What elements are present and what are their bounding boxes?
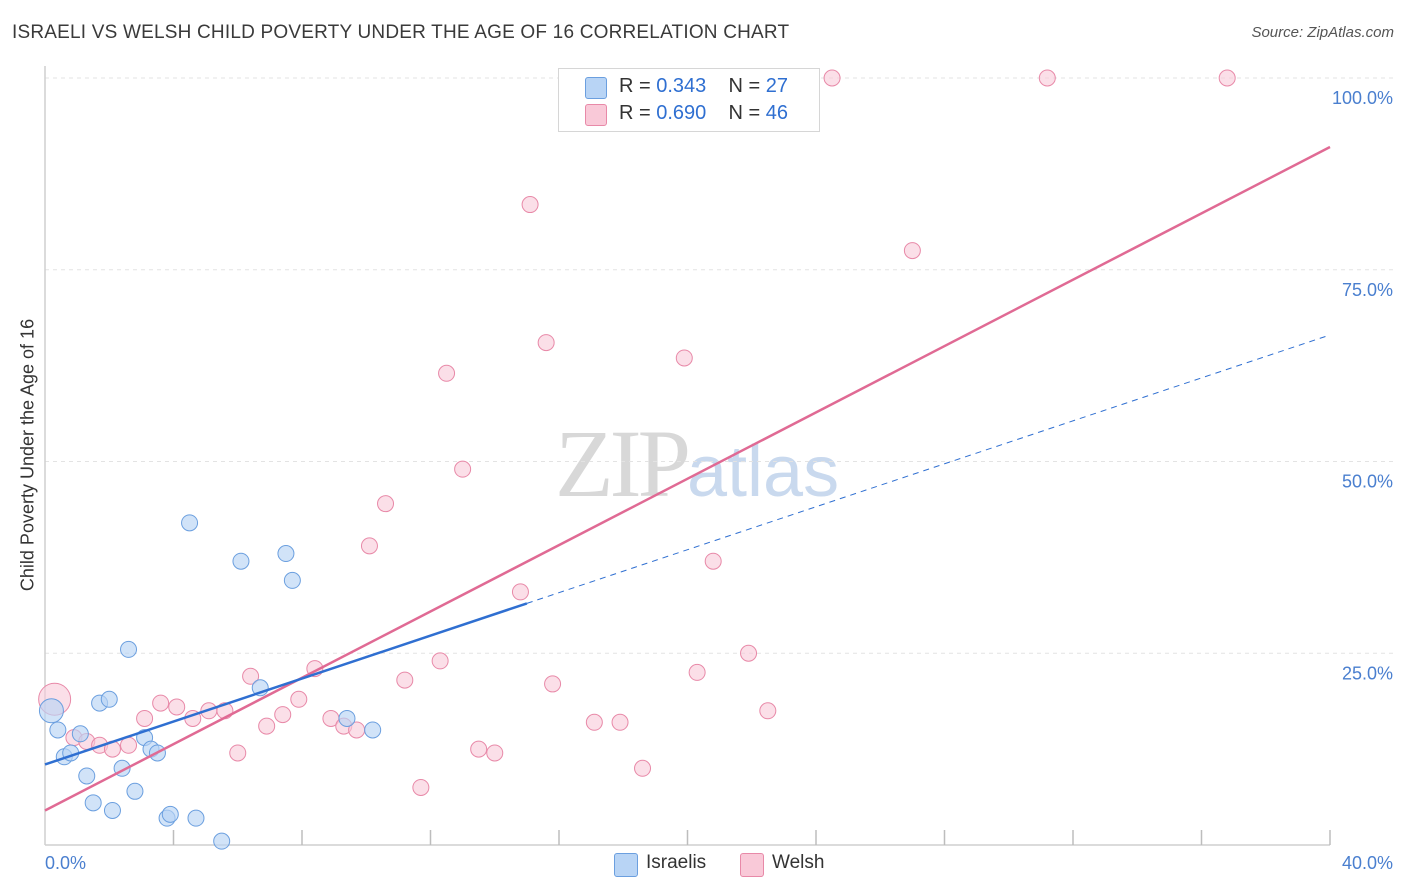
point-welsh-39 (704, 552, 722, 570)
trendline-israelis (44, 602, 528, 766)
point-welsh-24 (412, 778, 430, 796)
x-tick-label-1: 40.0% (1342, 853, 1393, 873)
welsh-n-label: N = (728, 102, 766, 124)
point-israelis-24 (283, 571, 301, 589)
point-israelis-0 (38, 698, 64, 724)
point-welsh-35 (611, 713, 629, 731)
point-israelis-20 (213, 832, 231, 850)
watermark-zip: ZIP (555, 410, 691, 517)
point-welsh-30 (511, 583, 529, 601)
point-welsh-15 (274, 706, 292, 724)
welsh-stats: R = 0.690 N = 46 (619, 102, 788, 125)
point-israelis-5 (78, 767, 96, 785)
israelis-stats: R = 0.343 N = 27 (619, 75, 788, 98)
y-tick-label-3: 100.0% (1332, 88, 1393, 108)
watermark-atlas: atlas (687, 432, 840, 512)
point-israelis-1 (49, 721, 67, 739)
y-axis-label: Child Poverty Under the Age of 16 (17, 318, 38, 592)
point-welsh-22 (377, 495, 395, 513)
watermark: ZIPatlas (555, 408, 839, 519)
point-welsh-12 (229, 744, 247, 762)
point-welsh-14 (258, 717, 276, 735)
point-welsh-34 (585, 713, 603, 731)
point-israelis-12 (126, 782, 144, 800)
point-welsh-37 (675, 349, 693, 367)
point-welsh-7 (152, 694, 170, 712)
point-welsh-21 (360, 537, 378, 555)
legend-label-welsh: Welsh (772, 852, 825, 873)
point-welsh-28 (470, 740, 488, 758)
point-welsh-26 (438, 364, 456, 382)
point-welsh-42 (823, 69, 841, 87)
point-welsh-23 (396, 671, 414, 689)
point-welsh-36 (634, 759, 652, 777)
point-welsh-40 (740, 644, 758, 662)
point-israelis-11 (120, 640, 138, 658)
point-israelis-18 (181, 514, 199, 532)
point-israelis-8 (100, 690, 118, 708)
point-welsh-31 (521, 196, 539, 214)
stats-legend: R = 0.343 N = 27 R = 0.690 N = 46 (558, 68, 820, 132)
point-welsh-44 (1038, 69, 1056, 87)
welsh-n-value: 46 (765, 102, 789, 124)
legend-label-israelis: Israelis (646, 852, 707, 873)
trendline-israelis-extension (526, 334, 1331, 604)
point-welsh-38 (688, 663, 706, 681)
point-welsh-33 (544, 675, 562, 693)
welsh-r-label: R = (619, 102, 657, 124)
source-credit: Source: ZipAtlas.com (1251, 24, 1394, 41)
israelis-n-value: 27 (765, 75, 789, 97)
y-tick-label-2: 75.0% (1342, 280, 1393, 300)
point-israelis-9 (103, 801, 121, 819)
point-welsh-8 (168, 698, 186, 716)
point-israelis-19 (187, 809, 205, 827)
point-israelis-17 (161, 805, 179, 823)
israelis-swatch (585, 77, 607, 99)
y-tick-label-0: 25.0% (1342, 663, 1393, 683)
point-israelis-23 (277, 545, 295, 563)
point-welsh-6 (136, 709, 154, 727)
x-tick-label-0: 0.0% (45, 853, 86, 873)
chart-title: ISRAELI VS WELSH CHILD POVERTY UNDER THE… (12, 22, 790, 43)
point-israelis-25 (338, 709, 356, 727)
point-welsh-43 (903, 242, 921, 260)
israelis-r-label: R = (619, 75, 657, 97)
point-israelis-6 (84, 794, 102, 812)
point-israelis-21 (232, 552, 250, 570)
point-welsh-16 (290, 690, 308, 708)
point-welsh-29 (486, 744, 504, 762)
israelis-r-value: 0.343 (656, 75, 707, 97)
point-welsh-45 (1218, 69, 1236, 87)
point-welsh-32 (537, 334, 555, 352)
point-israelis-4 (71, 725, 89, 743)
point-welsh-13 (242, 667, 260, 685)
israelis-n-label: N = (728, 75, 766, 97)
point-welsh-41 (759, 702, 777, 720)
welsh-r-value: 0.690 (656, 102, 707, 124)
point-welsh-25 (431, 652, 449, 670)
trendline-welsh (44, 145, 1331, 812)
legend-swatch-welsh (740, 853, 764, 877)
y-tick-label-1: 50.0% (1342, 472, 1393, 492)
welsh-swatch (585, 104, 607, 126)
point-welsh-27 (454, 460, 472, 478)
point-israelis-26 (364, 721, 382, 739)
legend-swatch-israelis (614, 853, 638, 877)
